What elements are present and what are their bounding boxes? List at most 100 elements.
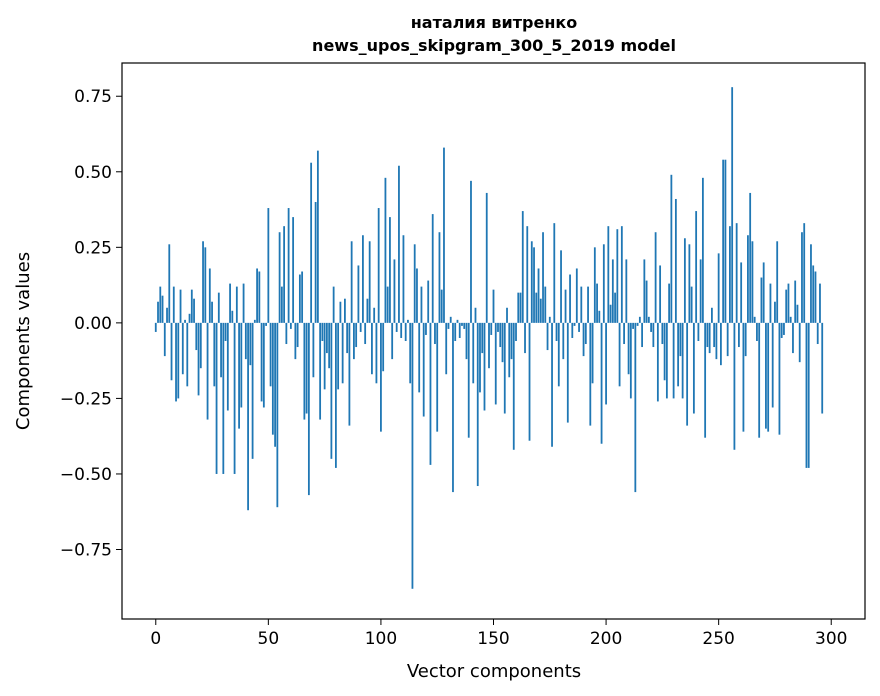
bar	[537, 268, 540, 323]
bar	[305, 322, 308, 414]
bar	[287, 208, 290, 323]
bar	[298, 274, 301, 323]
x-tick-label: 150	[477, 629, 509, 649]
bar	[785, 289, 788, 323]
bar	[645, 280, 648, 323]
bar	[756, 322, 758, 341]
bar	[166, 307, 168, 323]
bar	[316, 150, 319, 323]
bar	[801, 232, 803, 323]
bar	[805, 322, 808, 468]
bar	[301, 271, 304, 323]
bar	[742, 322, 745, 432]
bar	[445, 322, 448, 375]
bar	[271, 322, 274, 435]
bar	[289, 322, 292, 329]
bar	[310, 162, 313, 323]
bar	[528, 322, 531, 441]
bar	[425, 322, 427, 335]
bar	[672, 322, 675, 399]
bar	[692, 322, 695, 414]
bar	[384, 177, 387, 323]
bar	[729, 226, 731, 323]
bar	[636, 322, 639, 326]
y-ticks-group: −0.75 −0.50 −0.25 0.00 0.25 0.50 0.75	[60, 87, 122, 561]
x-ticks-group: 0 50 100 150 200 250 300	[150, 619, 847, 649]
bar	[400, 322, 403, 338]
bar	[548, 316, 551, 323]
bar	[674, 198, 677, 323]
bar	[771, 322, 774, 408]
bar	[418, 322, 421, 393]
bar	[546, 322, 549, 351]
bar	[411, 322, 414, 589]
chart-title: наталия витренко	[411, 13, 578, 32]
bar	[292, 217, 295, 323]
bar	[402, 235, 405, 323]
bar	[751, 241, 754, 323]
bar	[438, 232, 441, 323]
x-tick-label: 0	[150, 629, 161, 649]
bar	[521, 211, 524, 323]
bar	[807, 322, 810, 468]
bar	[364, 322, 367, 345]
bar	[483, 322, 486, 411]
bar	[600, 322, 603, 444]
bar	[458, 322, 461, 338]
bar	[204, 247, 207, 323]
bar	[197, 322, 200, 396]
bar	[575, 268, 578, 323]
y-tick-label: 0.00	[74, 314, 112, 334]
bar	[535, 292, 538, 323]
bar	[314, 202, 317, 323]
bar	[208, 268, 211, 323]
bar	[404, 322, 407, 341]
bar	[328, 322, 331, 369]
bar	[467, 322, 470, 438]
bar	[620, 226, 623, 323]
bar	[334, 322, 337, 468]
bar	[339, 301, 342, 323]
bar	[193, 298, 195, 323]
bar	[659, 265, 662, 323]
bar	[506, 307, 508, 323]
bar	[792, 322, 794, 354]
bar	[190, 289, 193, 323]
bar	[440, 289, 443, 323]
bar	[629, 322, 632, 399]
x-tick-label: 100	[365, 629, 397, 649]
bar	[393, 259, 396, 323]
bar	[688, 244, 691, 323]
bar	[634, 322, 637, 493]
bar	[526, 226, 529, 323]
bar	[503, 322, 506, 414]
bar	[168, 244, 171, 323]
bar	[560, 250, 562, 323]
bar	[749, 192, 752, 323]
bar	[573, 322, 576, 326]
bar	[810, 244, 812, 323]
y-tick-label: 0.25	[74, 238, 112, 258]
bar	[330, 322, 333, 459]
bar	[181, 322, 184, 375]
bar	[319, 322, 322, 420]
bar	[787, 283, 790, 323]
bar	[733, 322, 736, 450]
bar	[708, 322, 711, 354]
bar	[542, 232, 544, 323]
bar	[157, 301, 159, 323]
bar	[240, 322, 243, 408]
bar	[663, 322, 666, 381]
bar	[235, 286, 238, 323]
bar	[398, 165, 400, 323]
bar	[280, 286, 283, 323]
bar	[524, 322, 526, 354]
bar	[217, 292, 220, 323]
bar	[679, 322, 682, 357]
bar	[220, 322, 222, 378]
bar	[163, 322, 166, 357]
bar	[704, 322, 707, 438]
bar	[341, 322, 344, 384]
bar	[269, 322, 272, 387]
bar	[177, 322, 180, 399]
